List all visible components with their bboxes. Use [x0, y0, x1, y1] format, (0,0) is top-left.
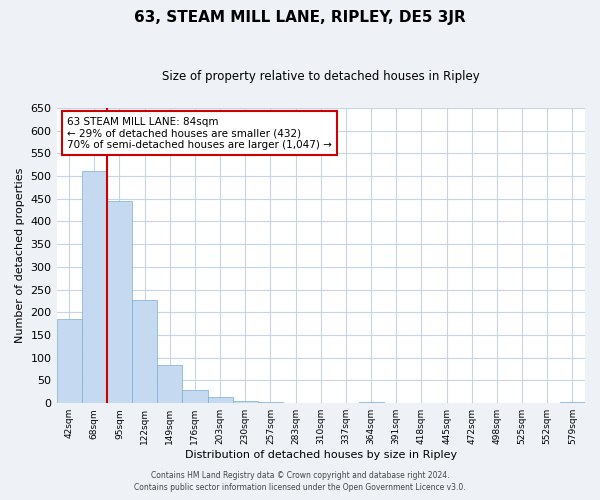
Bar	[132, 300, 157, 403]
Text: 63, STEAM MILL LANE, RIPLEY, DE5 3JR: 63, STEAM MILL LANE, RIPLEY, DE5 3JR	[134, 10, 466, 25]
Bar	[560, 402, 585, 403]
Bar	[258, 402, 283, 403]
Bar	[182, 390, 208, 403]
Text: 63 STEAM MILL LANE: 84sqm
← 29% of detached houses are smaller (432)
70% of semi: 63 STEAM MILL LANE: 84sqm ← 29% of detac…	[67, 116, 332, 150]
Bar	[208, 398, 233, 403]
X-axis label: Distribution of detached houses by size in Ripley: Distribution of detached houses by size …	[185, 450, 457, 460]
Bar	[359, 402, 383, 403]
Title: Size of property relative to detached houses in Ripley: Size of property relative to detached ho…	[162, 70, 479, 83]
Bar	[157, 364, 182, 403]
Bar	[233, 402, 258, 403]
Bar	[82, 172, 107, 403]
Y-axis label: Number of detached properties: Number of detached properties	[15, 168, 25, 343]
Text: Contains HM Land Registry data © Crown copyright and database right 2024.
Contai: Contains HM Land Registry data © Crown c…	[134, 471, 466, 492]
Bar	[107, 201, 132, 403]
Bar	[56, 319, 82, 403]
